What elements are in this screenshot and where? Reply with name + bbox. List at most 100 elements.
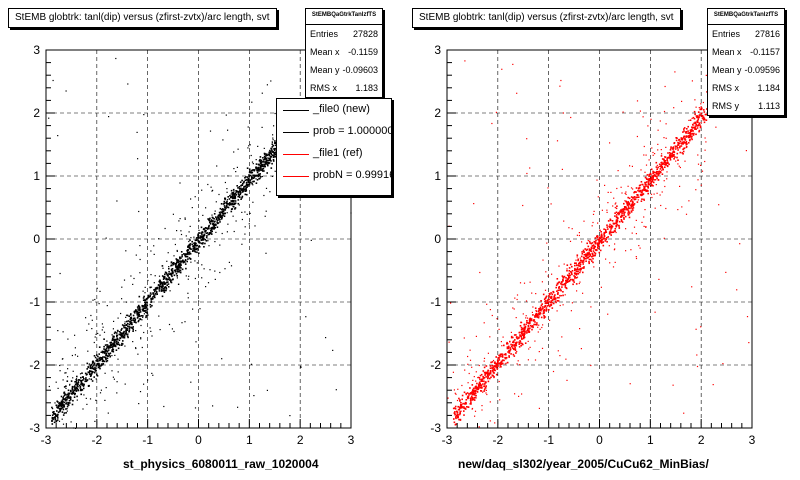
scatter-point: [650, 193, 653, 195]
scatter-point: [267, 161, 270, 164]
scatter-point: [52, 411, 54, 414]
scatter-point: [262, 157, 264, 159]
scatter-point: [263, 152, 266, 155]
scatter-point: [81, 376, 84, 378]
scatter-point: [150, 274, 152, 276]
scatter-point: [579, 281, 581, 283]
scatter-point: [523, 324, 525, 326]
scatter-point: [652, 170, 654, 173]
scatter-point: [218, 214, 220, 217]
scatter-point: [268, 158, 271, 160]
scatter-point: [93, 364, 96, 366]
scatter-point: [232, 188, 235, 191]
scatter-point: [664, 185, 666, 188]
scatter-point: [237, 148, 239, 150]
scatter-point: [505, 354, 507, 356]
scatter-point: [152, 292, 155, 294]
scatter-point: [628, 216, 631, 219]
scatter-point: [198, 245, 200, 247]
scatter-point: [100, 389, 102, 391]
scatter-point: [555, 284, 558, 286]
scatter-point: [216, 165, 218, 167]
scatter-point: [448, 341, 450, 343]
scatter-point: [175, 262, 178, 265]
scatter-point: [137, 304, 140, 307]
scatter-point: [244, 177, 246, 179]
scatter-point: [471, 397, 474, 399]
scatter-point: [174, 243, 176, 246]
scatter-point: [648, 183, 651, 186]
scatter-point: [610, 224, 613, 227]
scatter-point: [685, 146, 688, 148]
scatter-point: [127, 333, 129, 335]
scatter-point: [480, 384, 482, 387]
scatter-point: [251, 182, 253, 185]
scatter-point: [194, 407, 197, 409]
scatter-point: [706, 91, 708, 93]
scatter-point: [158, 238, 160, 240]
scatter-point: [694, 128, 696, 130]
scatter-point: [593, 248, 595, 250]
scatter-point: [680, 145, 683, 147]
scatter-point: [555, 286, 557, 289]
scatter-point: [588, 260, 590, 263]
scatter-point: [88, 384, 90, 387]
scatter-point: [457, 405, 459, 408]
scatter-point: [259, 161, 262, 163]
scatter-point: [460, 402, 462, 404]
scatter-point: [523, 326, 526, 329]
scatter-point: [453, 389, 455, 391]
scatter-point: [112, 376, 114, 378]
scatter-point: [529, 327, 531, 330]
scatter-point: [657, 143, 659, 145]
scatter-point: [106, 359, 109, 362]
scatter-point: [572, 283, 574, 286]
scatter-point: [137, 308, 139, 310]
y-tick-label: 1: [434, 169, 441, 183]
scatter-point: [545, 307, 548, 309]
scatter-point: [576, 264, 578, 267]
scatter-point: [648, 177, 650, 180]
scatter-point: [562, 304, 564, 306]
scatter-point: [158, 275, 161, 277]
scatter-point: [198, 240, 200, 242]
scatter-point: [99, 365, 101, 368]
scatter-point: [598, 236, 601, 239]
scatter-point: [167, 252, 169, 254]
y-tick-label: 0: [33, 232, 40, 246]
scatter-point: [79, 385, 82, 388]
scatter-point: [203, 268, 205, 270]
scatter-point: [509, 347, 511, 349]
scatter-point: [141, 346, 143, 349]
scatter-point: [637, 196, 640, 198]
scatter-point: [564, 294, 566, 296]
scatter-point: [179, 264, 181, 267]
scatter-point: [602, 237, 605, 240]
scatter-point: [654, 207, 656, 209]
scatter-point: [656, 168, 658, 170]
scatter-point: [53, 411, 55, 413]
scatter-point: [592, 221, 594, 224]
scatter-point: [252, 163, 254, 165]
scatter-point: [607, 228, 609, 230]
scatter-point: [113, 378, 115, 380]
scatter-point: [474, 396, 476, 399]
scatter-point: [197, 233, 199, 236]
scatter-point: [629, 165, 631, 167]
scatter-point: [701, 170, 704, 172]
scatter-point: [577, 270, 579, 273]
scatter-point: [681, 141, 683, 143]
scatter-point: [80, 376, 82, 379]
scatter-point: [246, 213, 248, 215]
scatter-point: [590, 364, 592, 367]
scatter-point: [627, 214, 630, 216]
scatter-point: [231, 194, 234, 196]
scatter-point: [176, 269, 179, 271]
scatter-point: [540, 300, 542, 302]
scatter-point: [180, 233, 183, 236]
scatter-point: [480, 384, 482, 386]
scatter-point: [53, 417, 55, 419]
scatter-point: [262, 168, 265, 170]
scatter-point: [465, 394, 467, 396]
scatter-point: [140, 337, 142, 339]
